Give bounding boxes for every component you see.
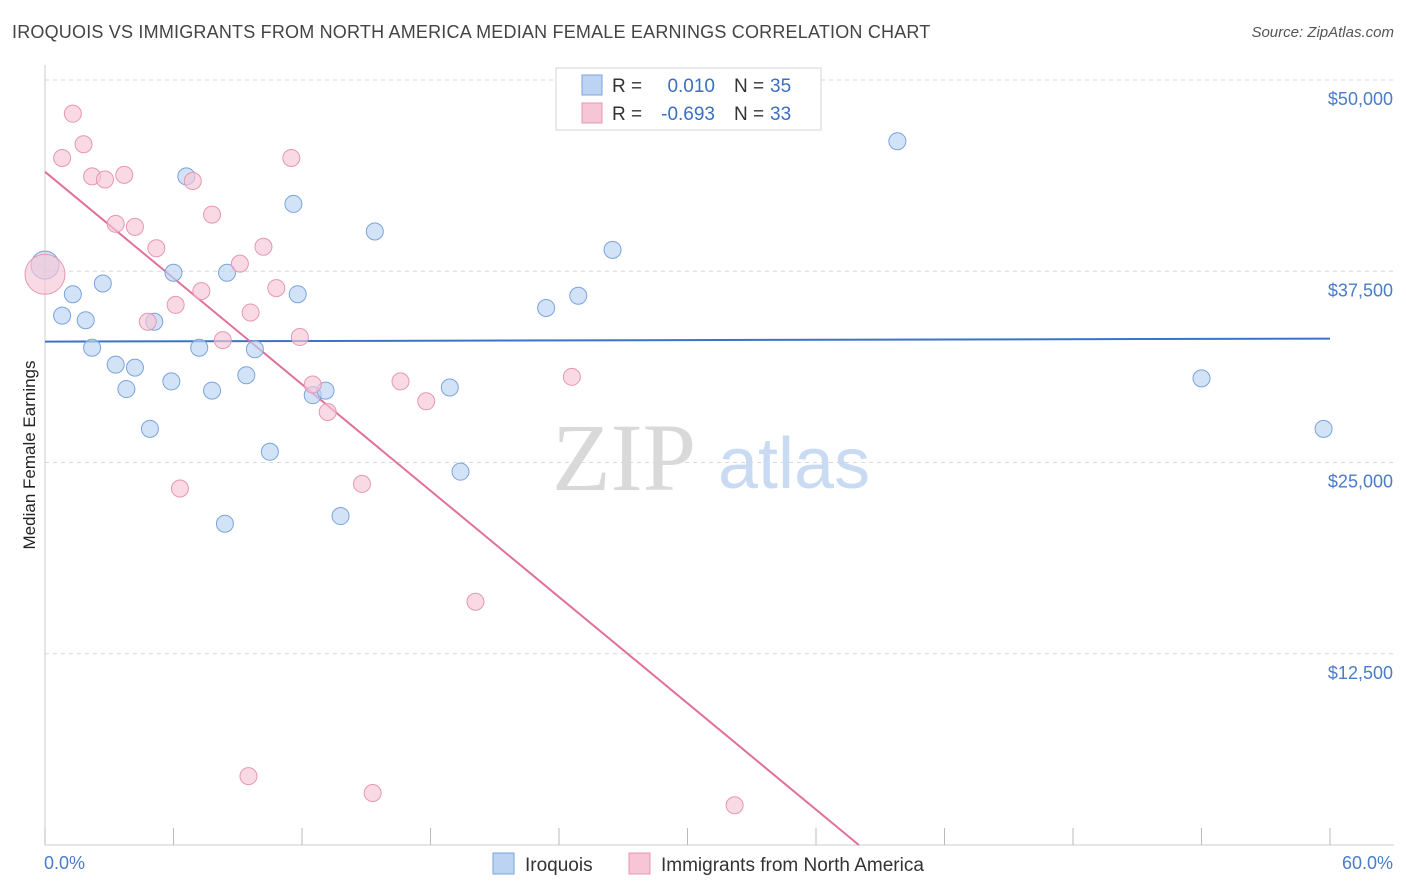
- point-iroquois: [164, 263, 183, 282]
- point-immigrants: [725, 796, 744, 815]
- point-immigrants: [125, 217, 144, 236]
- point-immigrants: [24, 253, 66, 295]
- point-iroquois: [603, 240, 622, 259]
- point-immigrants: [138, 312, 157, 331]
- point-iroquois: [190, 338, 209, 357]
- point-iroquois: [83, 338, 102, 357]
- y-axis-title: Median Female Earnings: [20, 361, 39, 550]
- point-iroquois: [76, 311, 95, 330]
- point-iroquois: [117, 380, 136, 399]
- legend-swatch-iroquois: [581, 74, 603, 96]
- legend-r-value-2: -0.693: [661, 104, 715, 125]
- point-iroquois: [537, 298, 556, 317]
- point-immigrants: [213, 331, 232, 350]
- point-immigrants: [74, 135, 93, 154]
- trend-line-immigrants: [44, 171, 860, 846]
- point-immigrants: [391, 372, 410, 391]
- watermark-atlas: atlas: [718, 424, 870, 504]
- source-label: Source: ZipAtlas.com: [1251, 24, 1394, 41]
- chart-title: IROQUOIS VS IMMIGRANTS FROM NORTH AMERIC…: [12, 22, 931, 42]
- series-legend-label-immigrants: Immigrants from North America: [661, 855, 924, 876]
- point-iroquois: [203, 381, 222, 400]
- point-immigrants: [254, 237, 273, 256]
- point-immigrants: [95, 170, 114, 189]
- legend-swatch-immigrants: [581, 102, 603, 124]
- point-iroquois: [1192, 369, 1211, 388]
- point-immigrants: [562, 367, 581, 386]
- point-iroquois: [53, 306, 72, 325]
- x-axis-ticks: [44, 828, 1331, 845]
- y-tick-label: $50,000: [1328, 89, 1393, 109]
- series-legend-label-iroquois: Iroquois: [525, 855, 593, 876]
- legend-n-value-2: 33: [770, 104, 791, 125]
- series-legend-swatch-iroquois: [492, 852, 515, 875]
- data-points: [24, 104, 1333, 815]
- legend-n-value-1: 35: [770, 76, 791, 97]
- watermark-zip: ZIP: [552, 404, 696, 511]
- point-immigrants: [115, 165, 134, 184]
- y-axis-tick-labels: $12,500 $25,000 $37,500 $50,000: [1328, 89, 1393, 683]
- point-immigrants: [63, 104, 82, 123]
- point-immigrants: [53, 149, 72, 168]
- legend-r-label-2: R =: [612, 104, 642, 125]
- point-immigrants: [203, 205, 222, 224]
- point-iroquois: [93, 274, 112, 293]
- point-immigrants: [166, 295, 185, 314]
- point-immigrants: [466, 592, 485, 611]
- point-immigrants: [106, 214, 125, 233]
- point-iroquois: [245, 340, 264, 359]
- point-immigrants: [147, 239, 166, 258]
- point-iroquois: [215, 514, 234, 533]
- point-immigrants: [239, 767, 258, 786]
- point-immigrants: [241, 303, 260, 322]
- point-iroquois: [260, 442, 279, 461]
- y-tick-label: $25,000: [1328, 472, 1393, 492]
- y-tick-label: $37,500: [1328, 280, 1393, 300]
- axes: [44, 65, 1394, 846]
- point-iroquois: [288, 285, 307, 304]
- trend-line-iroquois: [44, 337, 1331, 343]
- point-immigrants: [170, 479, 189, 498]
- point-immigrants: [230, 254, 249, 273]
- series-legend-swatch-immigrants: [628, 852, 651, 875]
- point-immigrants: [417, 392, 436, 411]
- legend-r-label-1: R =: [612, 76, 642, 97]
- point-immigrants: [192, 282, 211, 301]
- point-immigrants: [267, 279, 286, 298]
- point-iroquois: [888, 132, 907, 151]
- point-iroquois: [140, 419, 159, 438]
- trend-lines: [44, 171, 1331, 846]
- legend-n-label-2: N =: [734, 104, 764, 125]
- point-iroquois: [125, 358, 144, 377]
- point-immigrants: [282, 149, 301, 168]
- point-immigrants: [303, 375, 322, 394]
- point-iroquois: [218, 263, 237, 282]
- point-iroquois: [451, 462, 470, 481]
- point-iroquois: [569, 286, 588, 305]
- point-iroquois: [284, 194, 303, 213]
- point-iroquois: [237, 366, 256, 385]
- point-immigrants: [363, 783, 382, 802]
- point-iroquois: [106, 355, 125, 374]
- point-iroquois: [331, 507, 350, 526]
- y-tick-label: $12,500: [1328, 663, 1393, 683]
- point-immigrants: [352, 474, 371, 493]
- point-iroquois: [162, 372, 181, 391]
- point-iroquois: [365, 222, 384, 241]
- legend-r-value-1: 0.010: [667, 76, 715, 97]
- correlation-legend: R = 0.010 N = 35 R = -0.693 N = 33: [555, 67, 822, 131]
- point-iroquois: [440, 378, 459, 397]
- x-tick-label-min: 0.0%: [44, 853, 85, 873]
- point-immigrants: [318, 403, 337, 422]
- legend-n-label-1: N =: [734, 76, 764, 97]
- point-iroquois: [1314, 419, 1333, 438]
- point-immigrants: [183, 171, 202, 190]
- series-legend: Iroquois Immigrants from North America: [492, 852, 924, 876]
- point-immigrants: [290, 328, 309, 347]
- point-iroquois: [63, 285, 82, 304]
- watermark: ZIP atlas: [552, 404, 870, 511]
- x-tick-label-max: 60.0%: [1342, 853, 1393, 873]
